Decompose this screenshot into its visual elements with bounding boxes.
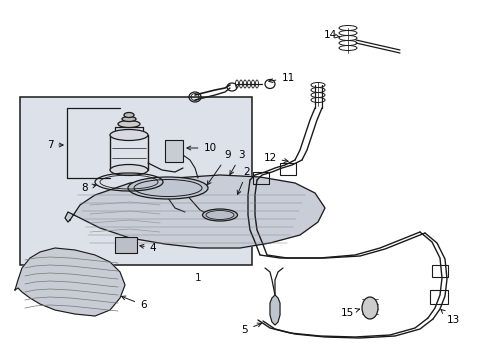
Text: 13: 13 (440, 310, 459, 325)
Polygon shape (65, 175, 325, 248)
Bar (429, 290, 447, 304)
Text: 5: 5 (241, 323, 261, 335)
Ellipse shape (118, 121, 140, 127)
Text: 2: 2 (237, 167, 250, 194)
Bar (280, 163, 295, 175)
Text: 1: 1 (194, 273, 201, 283)
Ellipse shape (110, 165, 148, 175)
Polygon shape (269, 295, 280, 325)
Bar (20, 97, 251, 265)
Ellipse shape (128, 177, 207, 199)
Text: 12: 12 (263, 153, 287, 163)
Text: 11: 11 (268, 73, 294, 83)
Ellipse shape (124, 112, 134, 117)
Text: 3: 3 (229, 150, 244, 175)
Ellipse shape (122, 117, 136, 122)
Ellipse shape (361, 297, 377, 319)
Text: 9: 9 (207, 150, 231, 185)
Text: 10: 10 (186, 143, 216, 153)
Ellipse shape (110, 130, 148, 140)
Text: 7: 7 (46, 140, 63, 150)
Text: 4: 4 (140, 243, 156, 253)
Ellipse shape (202, 209, 237, 221)
Bar (252, 172, 268, 184)
Text: 14: 14 (323, 30, 339, 40)
Text: 8: 8 (81, 183, 96, 193)
Polygon shape (15, 248, 125, 316)
Bar (431, 265, 447, 277)
Text: 6: 6 (122, 296, 146, 310)
Text: 15: 15 (340, 308, 359, 318)
Bar (115, 237, 137, 253)
Bar (164, 140, 183, 162)
